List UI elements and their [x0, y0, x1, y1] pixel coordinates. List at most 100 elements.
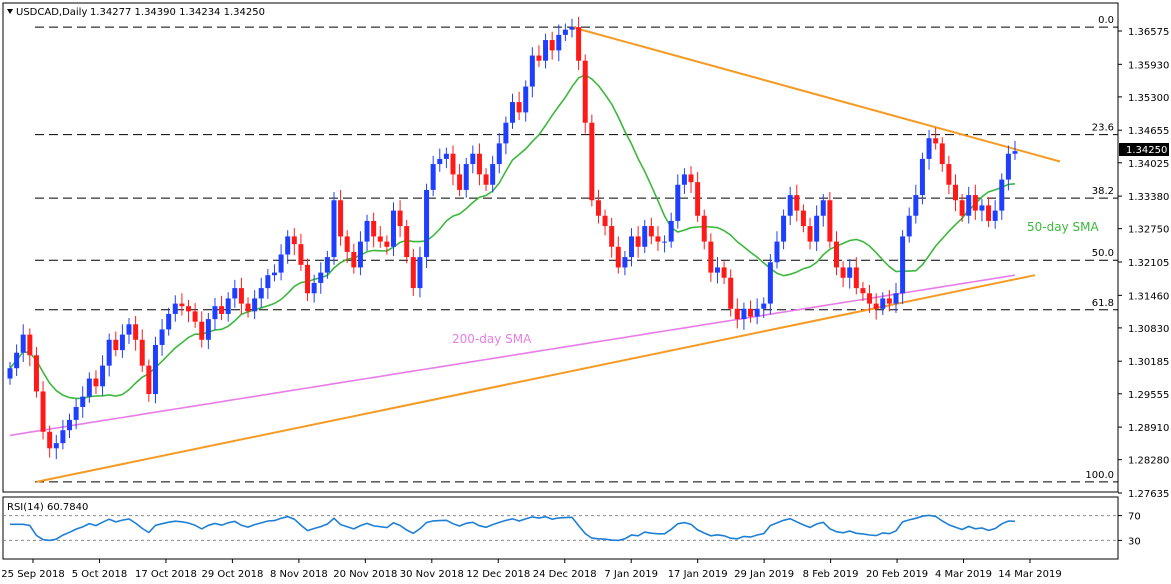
candle-body: [14, 352, 20, 369]
candle-body: [972, 195, 978, 211]
fibonacci-levels: 0.0 23.6 38.2 50.0 61.8 100.0: [35, 15, 1118, 483]
candle-body: [245, 303, 251, 312]
sma200-annotation: 200-day SMA: [452, 332, 532, 346]
candle-body: [668, 220, 674, 242]
price-tick-label: 1.27635: [1128, 489, 1169, 500]
rsi-tick-label: 30: [1128, 536, 1141, 547]
candle-body: [331, 200, 337, 258]
candle-body: [219, 306, 225, 314]
candle-body: [549, 40, 555, 51]
candle-body: [582, 60, 588, 123]
candle-body: [959, 200, 965, 216]
candle-body: [470, 153, 476, 165]
candle-body: [20, 334, 26, 353]
candle-body: [364, 220, 370, 242]
time-tick-label: 8 Feb 2019: [803, 569, 859, 580]
candle-body: [371, 220, 377, 237]
candle-body: [397, 210, 403, 227]
candle-body: [827, 200, 833, 242]
price-axis: 1.36575 1.35930 1.35300 1.34655 1.34025 1.333…: [1118, 27, 1169, 500]
candle-body: [113, 339, 119, 351]
candle-body: [774, 241, 780, 263]
time-tick-label: 7 Jan 2019: [604, 569, 658, 580]
candle-body: [258, 288, 264, 299]
candle-body: [748, 308, 754, 317]
candle-body: [225, 298, 231, 314]
candle-body: [761, 303, 767, 309]
candle-body: [615, 246, 621, 268]
trendlines: [36, 26, 1061, 483]
time-tick-label: 14 Mar 2019: [998, 569, 1061, 580]
candle-body: [106, 339, 112, 366]
candle-body: [820, 200, 826, 216]
sma50-annotation: 50-day SMA: [1027, 220, 1099, 234]
rsi-panel-frame: [2, 496, 1119, 560]
candle-body: [886, 298, 892, 304]
candle-body: [529, 55, 535, 87]
fib-level-label: 50.0: [1092, 248, 1114, 259]
candle-body: [933, 138, 939, 144]
candle-body: [675, 184, 681, 221]
candle-body: [913, 195, 919, 216]
candle-body: [93, 378, 99, 387]
time-tick-label: 4 Mar 2019: [935, 569, 992, 580]
collapse-triangle-icon[interactable]: [7, 9, 13, 14]
candle-body: [271, 272, 277, 276]
candle-body: [919, 158, 925, 196]
candle-body: [767, 262, 773, 304]
fib-level-label: 38.2: [1092, 186, 1114, 197]
candle-body: [1012, 151, 1018, 154]
candle-body: [999, 179, 1005, 211]
rsi-line: [10, 514, 1016, 542]
time-tick-label: 5 Oct 2018: [72, 569, 127, 580]
candle-body: [503, 122, 509, 144]
rsi-panel: 70 30: [3, 512, 1141, 547]
time-tick-label: 29 Oct 2018: [201, 569, 263, 580]
chart-symbol: USDCAD,Daily: [16, 7, 87, 18]
candle-body: [80, 396, 86, 407]
candle-body: [794, 195, 800, 211]
candle-body: [926, 138, 932, 159]
time-tick-label: 12 Dec 2018: [466, 569, 530, 580]
candle-body: [437, 158, 443, 165]
main-panel-frame: [2, 2, 1119, 493]
candle-body: [873, 303, 879, 309]
resistance-trendline: [571, 26, 1061, 163]
time-tick-label: 20 Nov 2018: [333, 569, 397, 580]
candle-body: [728, 277, 734, 309]
candle-body: [966, 195, 972, 216]
rsi-label: RSI(14) 60.7840: [7, 502, 88, 513]
candle-body: [463, 164, 469, 190]
candle-body: [324, 257, 330, 273]
candle-body: [589, 122, 595, 201]
candle-body: [880, 298, 886, 309]
candle-body: [741, 308, 747, 320]
price-tick-label: 1.33380: [1128, 192, 1169, 203]
moving-averages: [9, 73, 1016, 437]
time-tick-label: 29 Jan 2019: [734, 569, 794, 580]
candle-body: [662, 241, 668, 243]
time-tick-label: 30 Nov 2018: [400, 569, 464, 580]
candle-body: [357, 241, 363, 268]
price-tick-label: 1.28910: [1128, 423, 1169, 434]
candle-body: [338, 200, 344, 237]
candle-body: [172, 303, 178, 314]
candle-body: [1005, 153, 1011, 180]
candle-body: [867, 293, 873, 304]
candle-body: [681, 174, 687, 185]
price-tick-label: 1.32105: [1128, 258, 1169, 269]
time-tick-label: 17 Oct 2018: [135, 569, 197, 580]
candle-body: [986, 205, 992, 221]
candle-body: [516, 102, 522, 113]
candle-body: [629, 236, 635, 258]
price-tick-label: 1.34655: [1128, 126, 1169, 137]
candle-body: [192, 311, 198, 322]
candle-body: [992, 210, 998, 221]
candle-body: [404, 226, 410, 258]
fib-level-label: 23.6: [1092, 123, 1114, 134]
candle-body: [417, 257, 423, 289]
candle-body: [390, 210, 396, 247]
time-tick-label: 25 Sep 2018: [1, 569, 64, 580]
price-tick-label: 1.29555: [1128, 390, 1169, 401]
